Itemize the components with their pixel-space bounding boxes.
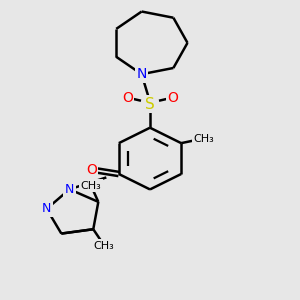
Text: O: O — [167, 91, 178, 105]
Text: S: S — [145, 97, 155, 112]
Text: N: N — [136, 67, 147, 81]
Text: O: O — [86, 163, 97, 177]
Text: CH₃: CH₃ — [80, 181, 101, 190]
Text: CH₃: CH₃ — [93, 241, 114, 250]
Text: O: O — [122, 91, 133, 105]
Text: N: N — [42, 202, 51, 215]
Text: CH₃: CH₃ — [193, 134, 214, 144]
Text: N: N — [65, 183, 74, 196]
